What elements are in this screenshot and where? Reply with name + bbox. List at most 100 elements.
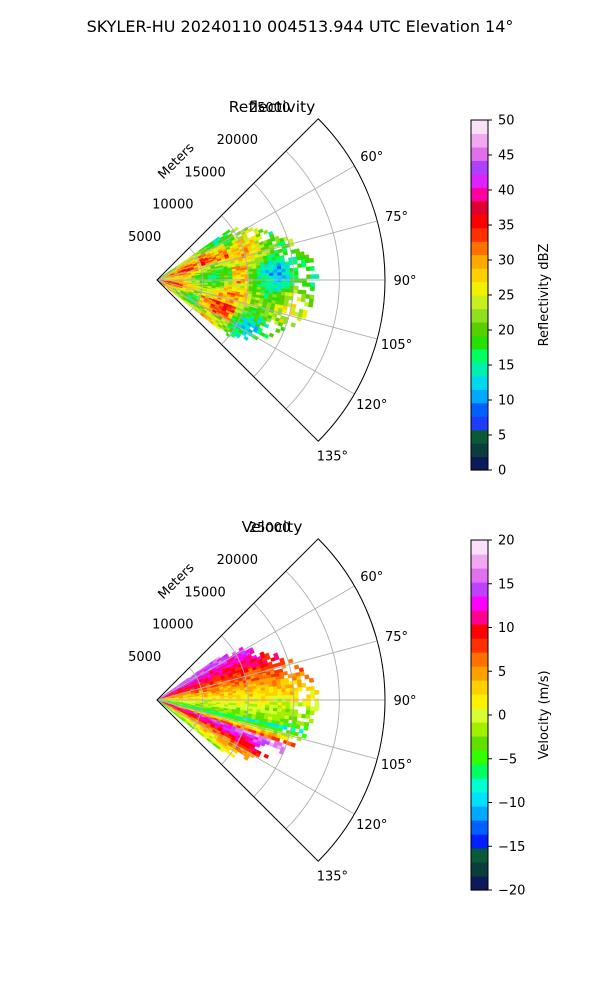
field-bin (243, 755, 249, 761)
field-bin (269, 278, 274, 283)
azimuth-tick-label: 135° (317, 449, 348, 464)
field-bin (297, 683, 303, 688)
field-bin (257, 228, 264, 234)
azimuth-tick-label: 60° (360, 150, 383, 165)
colorbar-tick-label: 25 (498, 289, 515, 304)
colorbar-segment (471, 554, 488, 569)
azimuth-tick-label: 75° (385, 210, 408, 225)
field-bin (265, 704, 270, 709)
field-bin (261, 281, 266, 285)
field-bin (240, 694, 246, 698)
range-tick-label: 10000 (152, 198, 193, 213)
field-bin (230, 753, 236, 759)
field-bin (301, 293, 307, 299)
field-bin (301, 262, 307, 268)
field-bin (281, 285, 287, 290)
colorbar-segment (471, 582, 488, 597)
colorbar-segment (471, 764, 488, 779)
field-bin (308, 302, 314, 308)
field-bin (273, 695, 279, 700)
field-bin (228, 277, 233, 280)
colorbar-segment (471, 187, 488, 202)
azimuth-spoke (156, 279, 378, 340)
colorbar-tick-label: 15 (498, 577, 515, 592)
field-bin (297, 263, 303, 268)
colorbar-segment (471, 241, 488, 256)
field-bin (269, 275, 274, 280)
colorbar-segment (471, 750, 488, 765)
field-bin (261, 693, 266, 697)
field-bin (294, 278, 299, 283)
azimuth-tick-label: 105° (381, 338, 412, 353)
field-bin (277, 695, 283, 700)
field-bin (301, 682, 307, 688)
field-bin (277, 285, 283, 289)
field-bin (252, 696, 258, 700)
field-bin (302, 278, 307, 283)
colorbar-segment (471, 848, 488, 863)
field-bin (304, 674, 310, 680)
field-bin (301, 289, 307, 295)
field-bin (277, 705, 283, 709)
azimuth-tick-label: 75° (385, 630, 408, 645)
colorbar-segment (471, 652, 488, 667)
range-tick-label: 15000 (184, 165, 225, 180)
field-bin (310, 282, 315, 288)
field-bin (310, 274, 315, 279)
field-bin (297, 713, 303, 718)
field-bin (269, 272, 274, 277)
colorbar-label: Reflectivity dBZ (537, 244, 552, 347)
field-bin (273, 692, 278, 697)
colorbar-tick-label: 0 (498, 709, 506, 724)
field-bin (248, 696, 254, 700)
field-bin (260, 270, 266, 274)
field-bin (273, 272, 278, 277)
colorbar-segment (471, 806, 488, 821)
field-bin (232, 277, 238, 280)
velocity-title: Velocity (242, 518, 303, 536)
azimuth-spoke (156, 585, 355, 701)
field-bin (293, 687, 299, 692)
field-bin (277, 288, 282, 293)
field-bin (277, 275, 283, 280)
field-bin (293, 271, 299, 276)
colorbar-segment (471, 348, 488, 363)
field-bin (285, 271, 291, 276)
field-bin (296, 679, 302, 685)
field-bin (284, 684, 290, 689)
field-bin (252, 271, 258, 275)
colorbar-segment (471, 443, 488, 458)
colorbar-tick-label: 10 (498, 621, 515, 636)
field-bin (298, 702, 303, 707)
field-bin (277, 272, 283, 276)
field-bin (269, 284, 274, 289)
reflectivity-title: Reflectivity (229, 98, 316, 116)
field-bin (273, 284, 278, 289)
field-bin (273, 278, 279, 283)
azimuth-spoke (156, 699, 355, 815)
range-tick-label: 25000 (249, 521, 290, 536)
field-bin (260, 284, 266, 288)
field-bin (277, 698, 283, 703)
field-bin (252, 693, 258, 697)
field-bin (260, 704, 266, 708)
field-bin (265, 275, 270, 280)
field-bin (282, 670, 288, 676)
field-bin (273, 275, 279, 280)
field-bin (281, 688, 287, 693)
sector-frame (156, 538, 386, 862)
field-bin (265, 281, 270, 286)
field-bin (314, 698, 320, 704)
field-bin (248, 273, 254, 277)
field-bin (281, 691, 287, 696)
colorbar-segment (471, 680, 488, 695)
field-bin (273, 701, 279, 706)
field-bin (232, 694, 237, 698)
colorbar-segment (471, 429, 488, 444)
field-bin (280, 685, 286, 690)
colorbar-segment (471, 173, 488, 188)
velocity-field (158, 646, 320, 761)
colorbar-segment (471, 596, 488, 611)
field-bin (277, 268, 282, 273)
